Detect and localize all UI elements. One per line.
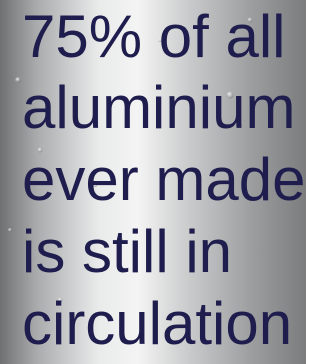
headline-line: is still in	[22, 218, 232, 285]
headline-line: 75% of all	[22, 3, 286, 70]
headline-line: aluminium	[22, 74, 295, 141]
headline-line: ever made	[22, 146, 305, 213]
headline-line: circulation	[22, 290, 292, 357]
